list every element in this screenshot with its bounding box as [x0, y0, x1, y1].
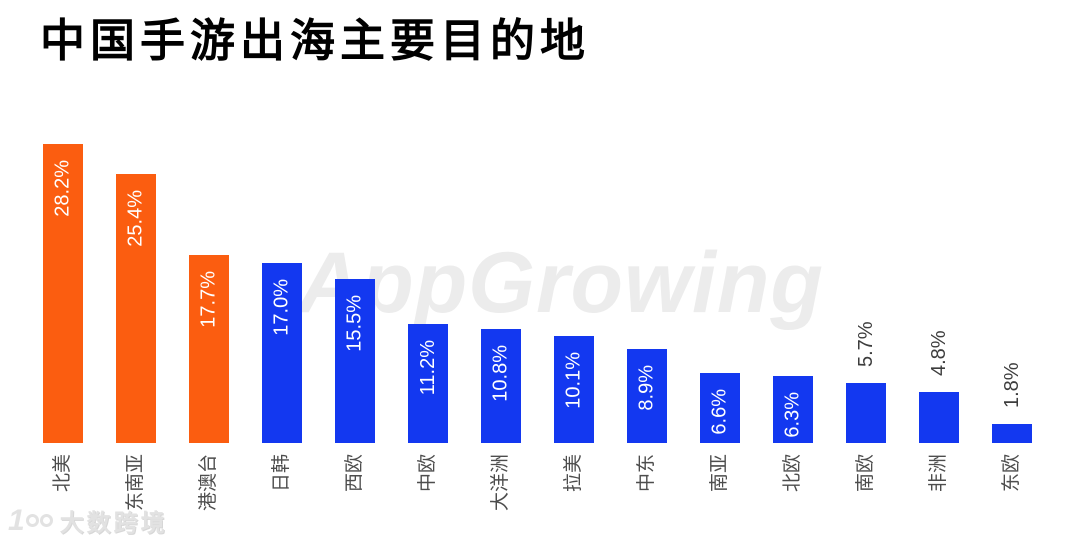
chart-title: 中国手游出海主要目的地 — [40, 15, 591, 66]
bar: 5.7% — [846, 321, 886, 443]
bar-value-label: 28.2% — [52, 160, 74, 217]
bar: 6.3% — [773, 376, 813, 443]
bar-column: 6.6% 南亚 — [700, 143, 740, 492]
bar: 11.2% — [408, 324, 448, 443]
bar-value-label: 11.2% — [417, 340, 439, 396]
bar-column: 10.1% 拉美 — [554, 143, 594, 492]
bar-value-label: 4.8% — [928, 330, 950, 376]
bar-column: 25.4% 东南亚 — [116, 143, 156, 511]
bar-value-label: 17.0% — [271, 279, 293, 336]
bar-column: 15.5% 西欧 — [335, 143, 375, 492]
bar-column: 28.2% 北美 — [43, 143, 83, 492]
category-label: 中东 — [636, 454, 657, 493]
bar-column: 1.8% 东欧 — [992, 143, 1032, 492]
category-label: 港澳台 — [198, 454, 219, 512]
bar-column: 10.8% 大洋洲 — [481, 143, 521, 511]
bar-column: 11.2% 中欧 — [408, 143, 448, 492]
category-label: 日韩 — [271, 454, 292, 493]
category-label: 北美 — [52, 454, 73, 493]
brand-name: 大数跨境 — [59, 510, 168, 537]
logo-100-glasses-icon: 1 — [8, 505, 53, 536]
category-label: 南欧 — [855, 454, 876, 493]
bar: 10.8% — [481, 329, 521, 443]
bar-value-label: 1.8% — [1001, 362, 1023, 408]
bar-value-label: 10.8% — [490, 345, 512, 402]
bar: 17.0% — [262, 263, 302, 443]
category-label: 大洋洲 — [490, 454, 511, 512]
category-label: 中欧 — [417, 454, 438, 493]
bar-value-label: 17.7% — [198, 271, 220, 328]
category-label: 南亚 — [709, 454, 730, 493]
brand-watermark: 1 大数跨境 — [8, 503, 168, 538]
bar: 1.8% — [992, 362, 1032, 443]
bar-value-label: 6.3% — [782, 392, 804, 438]
bar-value-label: 8.9% — [636, 365, 658, 411]
bar-value-label: 5.7% — [855, 321, 877, 367]
appgrowing-watermark: AppGrowing — [298, 235, 824, 331]
category-label: 非洲 — [928, 454, 949, 493]
bar-column: 6.3% 北欧 — [773, 143, 813, 492]
bar-column: 8.9% 中东 — [627, 143, 667, 492]
bar-column: 4.8% 非洲 — [919, 143, 959, 492]
bar: 4.8% — [919, 330, 959, 443]
bar: 17.7% — [189, 255, 229, 443]
bar: 28.2% — [43, 144, 83, 443]
bar: 6.6% — [700, 373, 740, 443]
bar: 15.5% — [335, 279, 375, 443]
bar-value-label: 6.6% — [709, 389, 731, 435]
category-label: 北欧 — [782, 454, 803, 493]
category-label: 西欧 — [344, 454, 365, 493]
bar-column: 17.7% 港澳台 — [189, 143, 229, 511]
bar: 10.1% — [554, 336, 594, 443]
category-label: 拉美 — [563, 454, 584, 493]
bar-value-label: 25.4% — [125, 190, 147, 247]
bar-column: 17.0% 日韩 — [262, 143, 302, 492]
bar-value-label: 15.5% — [344, 295, 366, 352]
bar: 8.9% — [627, 349, 667, 443]
bar-chart: 28.2% 北美 25.4% 东南亚 17.7% 港澳台 17.0% 日韩 15.5% 西欧 11.… — [43, 143, 1032, 511]
bar-value-label: 10.1% — [563, 352, 585, 409]
bar: 25.4% — [116, 174, 156, 443]
bar-column: 5.7% 南欧 — [846, 143, 886, 492]
category-label: 东欧 — [1001, 454, 1022, 493]
